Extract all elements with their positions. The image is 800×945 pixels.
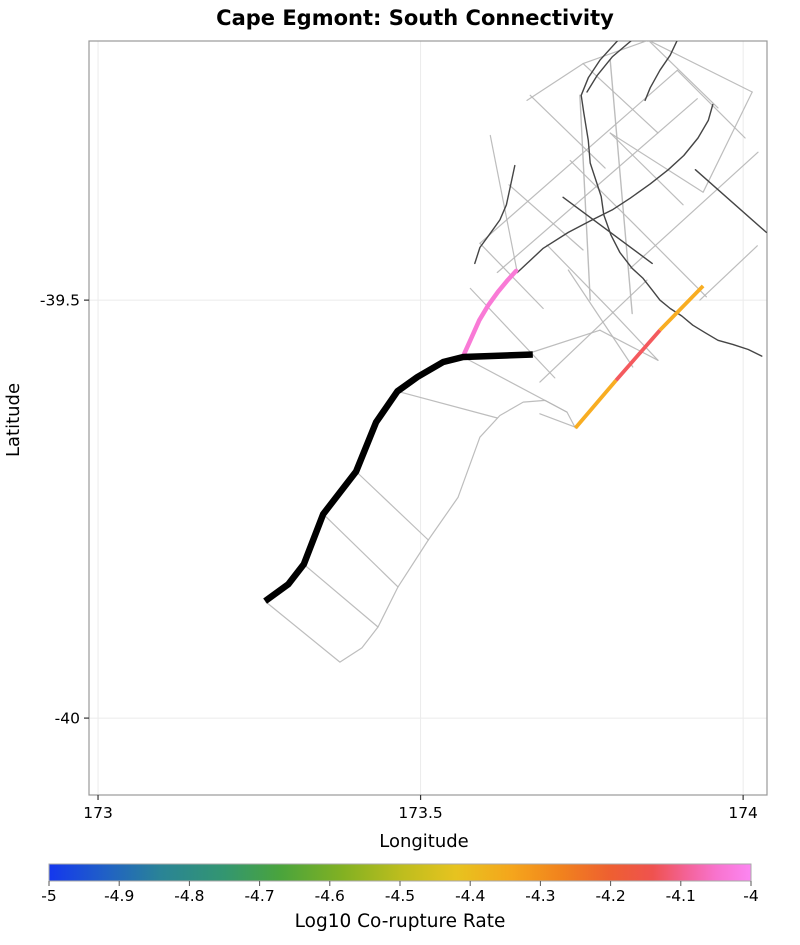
fault-outline-g5 [529, 94, 606, 169]
fault-outline-g15 [579, 94, 591, 301]
fault-outline-g12 [546, 244, 613, 313]
fault-trace-dark-1b [586, 41, 632, 93]
tick-layer: 173 173.5 174 -39.5 -40 [40, 292, 758, 822]
colorbar-tick-label: -4.4 [455, 887, 485, 905]
fault-network-layer [263, 41, 767, 663]
fault-outline-g25 [489, 134, 518, 274]
colorbar-label: Log10 Co-rupture Rate [295, 911, 506, 932]
colorbar-tick-label: -4.5 [385, 887, 415, 905]
fault-outline-g20 [609, 91, 753, 193]
fault-outline-tie-3 [355, 470, 429, 541]
fault-outline-g22 [539, 413, 577, 428]
fault-outline-g8 [676, 69, 746, 139]
fault-trace-dark-2 [516, 103, 714, 274]
fault-outline-g9 [569, 159, 641, 231]
y-axis-label: Latitude [3, 383, 24, 457]
page-title: Cape Egmont: South Connectivity [216, 6, 614, 30]
fault-outline-g21 [539, 279, 648, 383]
colorbar-tick-label: -4.9 [104, 887, 134, 905]
fault-outline-g6 [582, 62, 659, 134]
colorbar-strip [48, 863, 752, 882]
fault-outline-g1 [479, 69, 678, 244]
colorbar-tick-label: -4 [743, 887, 758, 905]
colorbar-tick-label: -4.1 [666, 887, 696, 905]
fault-trace-dark-5 [474, 164, 516, 265]
fault-outline-g16 [609, 59, 633, 315]
corupture-segment-red [614, 328, 662, 382]
colorbar-tick-label: -4.3 [525, 887, 555, 905]
source-fault-cape-egmont-south [263, 351, 533, 604]
x-tick-label: 174 [728, 804, 758, 822]
colorbar-tick-label: -4.6 [315, 887, 345, 905]
fault-outline-g10 [609, 132, 684, 206]
fault-outline-g26 [532, 329, 601, 353]
colorbar-tick-label: -4.8 [174, 887, 204, 905]
colorbar: -5 -4.9 -4.8 -4.7 -4.6 -4.5 -4.4 -4.3 -4.2 -4.1 -4 [41, 863, 759, 905]
corupture-segment-orange-north [658, 284, 705, 332]
fault-outline-g23 [567, 269, 634, 368]
fault-outline-g19 [648, 41, 753, 93]
fault-trace-dark-8 [644, 41, 678, 102]
corupture-segment-pink [460, 268, 519, 359]
fault-trace-dark-1 [580, 41, 763, 357]
fault-outline-g7 [648, 41, 719, 109]
fault-outline-g18 [582, 41, 648, 65]
fault-outline-g4 [508, 184, 584, 251]
y-tick-label: -39.5 [40, 292, 80, 310]
fault-outline-tie-1 [303, 563, 379, 628]
fault-outline-tie-4 [396, 390, 498, 419]
plot-border [88, 40, 768, 796]
colorbar-tick-label: -4.2 [595, 887, 625, 905]
fault-outline-g28 [629, 151, 759, 269]
fault-outline-g27 [599, 329, 659, 361]
fault-outline-g17 [526, 62, 584, 102]
fault-outline-g24 [469, 287, 556, 379]
y-tick-label: -40 [55, 710, 80, 728]
colorbar-tick-label: -4.7 [244, 887, 274, 905]
fault-trace-dark-4 [694, 168, 767, 234]
x-axis-label: Longitude [379, 831, 469, 852]
fault-outline-tie-2 [322, 513, 399, 588]
x-tick-label: 173.5 [398, 804, 442, 822]
grid-layer [89, 41, 767, 795]
fault-outline-g11 [639, 229, 708, 298]
fault-outline-tie-5 [462, 356, 568, 413]
fault-trace-dark-6 [562, 196, 653, 265]
corupture-segment-orange-south [573, 379, 618, 430]
fault-outline-g29 [699, 245, 758, 301]
fault-outline-g13 [611, 311, 659, 361]
x-tick-label: 173 [83, 804, 113, 822]
colorbar-tick-label: -5 [41, 887, 56, 905]
